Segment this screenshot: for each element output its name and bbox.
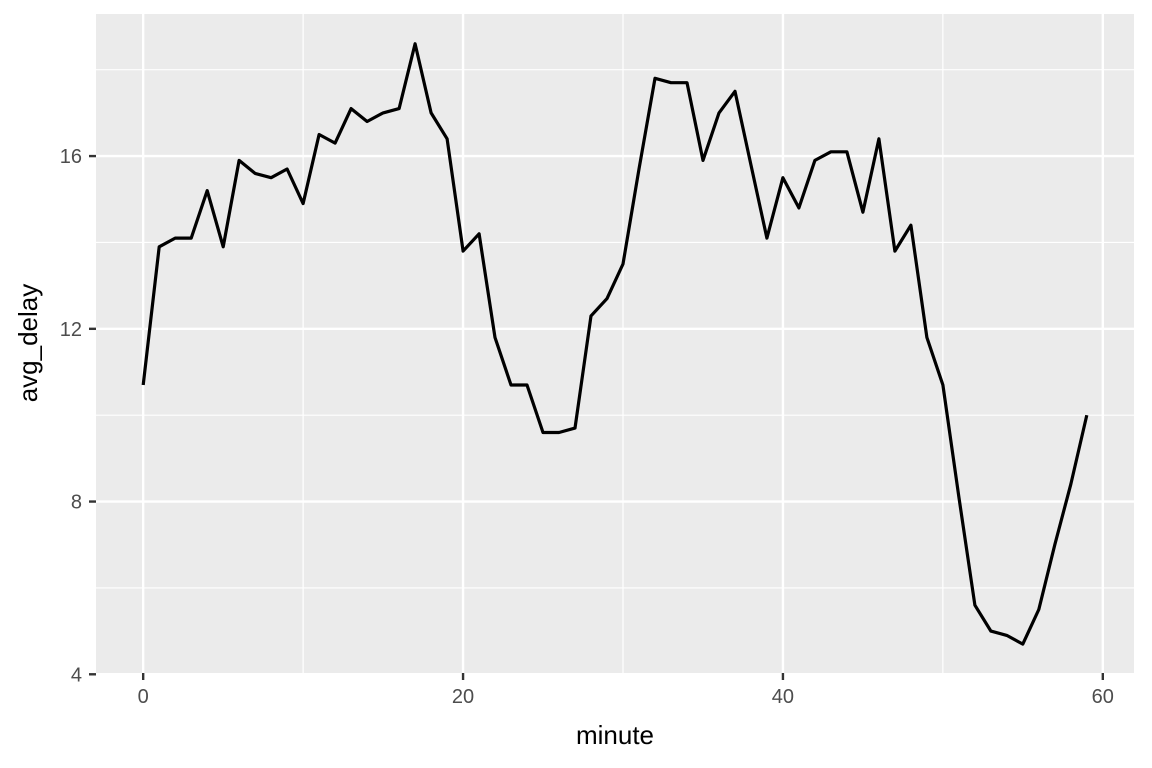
- x-tick-label-0: 0: [138, 686, 149, 708]
- y-tick-label-16: 16: [60, 146, 82, 168]
- y-tick-label-4: 4: [71, 664, 82, 686]
- y-axis-title: avg_delay: [13, 283, 43, 403]
- series-line-avg_delay: [141, 42, 1089, 646]
- x-axis-title: minute: [575, 720, 655, 750]
- y-tick-label-8: 8: [71, 492, 82, 514]
- x-tick-label-20: 20: [452, 686, 474, 708]
- y-tick-label-12: 12: [60, 319, 82, 341]
- x-tick-label-60: 60: [1092, 686, 1114, 708]
- panel-background: [96, 14, 1134, 673]
- x-tick-label-40: 40: [772, 686, 794, 708]
